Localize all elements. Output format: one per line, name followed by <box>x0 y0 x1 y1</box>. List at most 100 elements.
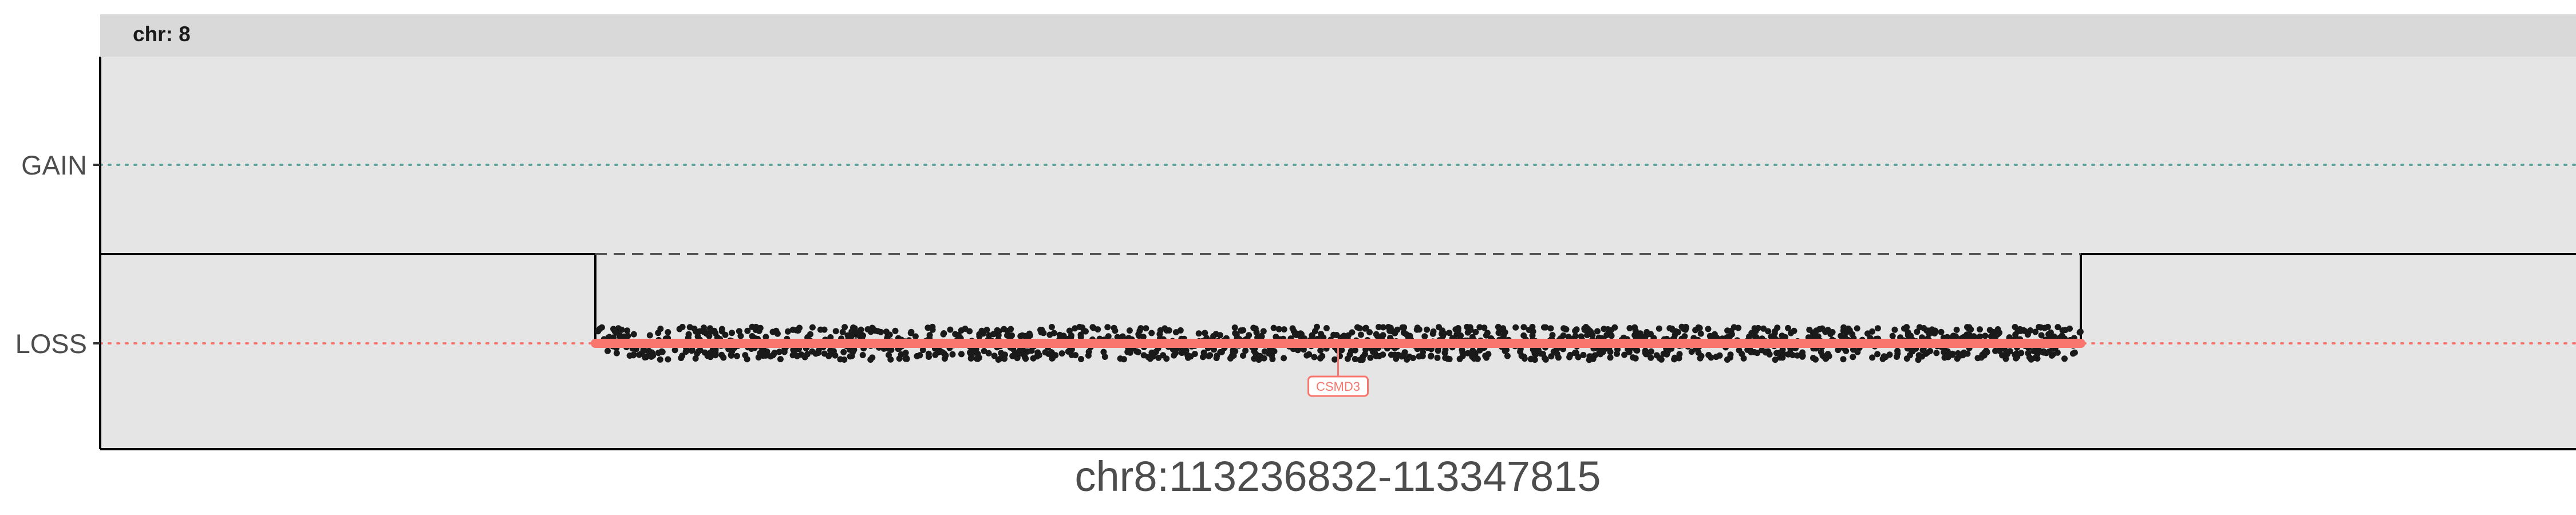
data-point <box>1028 347 1035 354</box>
data-point <box>817 326 824 333</box>
data-point <box>1261 348 1268 355</box>
data-point <box>1421 333 1428 340</box>
data-point <box>1206 353 1212 359</box>
data-point <box>648 353 654 360</box>
data-point <box>1409 355 1416 362</box>
data-point <box>1290 328 1297 335</box>
data-point <box>1344 355 1351 362</box>
data-point <box>1275 326 1282 332</box>
data-point <box>1360 354 1366 360</box>
data-point <box>1495 323 1502 330</box>
gene-annotation: CSMD3 <box>1307 343 1369 397</box>
data-point <box>1760 325 1767 332</box>
data-point <box>1812 356 1819 363</box>
data-point <box>1580 351 1587 358</box>
data-point <box>1746 334 1752 340</box>
data-point <box>2055 324 2061 331</box>
data-point <box>1484 330 1491 336</box>
data-point <box>1009 352 1016 359</box>
data-point <box>1216 332 1223 339</box>
data-point <box>1281 326 1287 333</box>
data-point <box>712 347 719 354</box>
data-point <box>1571 350 1578 356</box>
data-point <box>1095 326 1101 333</box>
data-point <box>1114 334 1121 340</box>
data-point <box>1964 324 1970 331</box>
data-point <box>1752 328 1759 335</box>
data-point <box>712 352 719 359</box>
data-point <box>1040 330 1047 336</box>
data-point <box>1446 330 1453 336</box>
data-point <box>679 323 686 330</box>
data-point <box>1163 355 1170 362</box>
data-point <box>1269 356 1276 362</box>
data-point <box>1520 332 1527 339</box>
data-point <box>733 352 740 359</box>
data-point <box>1785 324 1791 331</box>
data-point <box>1187 353 1194 360</box>
data-point <box>760 347 767 354</box>
data-point <box>1436 324 1442 331</box>
data-point <box>925 350 932 357</box>
data-point <box>1874 325 1881 332</box>
data-point <box>973 355 980 362</box>
data-point <box>1647 354 1654 361</box>
data-point <box>874 328 881 335</box>
data-point <box>1614 350 1620 357</box>
data-point <box>2012 324 2018 330</box>
data-point <box>2012 331 2019 338</box>
gene-label: CSMD3 <box>1316 379 1360 394</box>
data-point <box>1977 333 1984 340</box>
data-point <box>1311 354 1318 360</box>
data-point <box>1768 333 1775 340</box>
data-point <box>1218 348 1225 355</box>
data-point <box>1889 332 1896 339</box>
data-point <box>1919 353 1926 360</box>
data-point <box>1626 325 1633 331</box>
facet-strip <box>100 14 2576 57</box>
data-point <box>1504 352 1511 359</box>
data-point <box>1607 327 1614 334</box>
data-point <box>1567 351 1574 358</box>
data-point <box>1933 350 1940 356</box>
data-point <box>1512 324 1519 331</box>
data-point <box>1953 326 1960 333</box>
data-point <box>1754 350 1761 356</box>
data-point <box>1999 352 2006 359</box>
data-point <box>932 351 939 358</box>
data-point <box>682 348 689 355</box>
data-point <box>1766 351 1773 358</box>
data-point <box>1056 331 1063 338</box>
data-point <box>807 331 813 338</box>
data-point <box>809 324 816 331</box>
data-point <box>1312 328 1318 335</box>
data-point <box>1046 331 1053 338</box>
data-point <box>1147 355 1153 362</box>
data-point <box>958 327 965 334</box>
data-point <box>1401 330 1408 336</box>
data-point <box>1626 348 1633 355</box>
data-point <box>1941 354 1948 361</box>
data-point <box>1696 324 1703 331</box>
data-point <box>697 347 704 354</box>
data-point <box>1469 347 1476 354</box>
data-point <box>1357 331 1364 338</box>
data-point <box>658 348 665 355</box>
data-point <box>1874 351 1881 358</box>
data-point <box>742 352 749 359</box>
data-point <box>958 351 965 358</box>
data-point <box>1178 350 1185 356</box>
data-point <box>789 326 796 333</box>
data-point <box>801 354 808 360</box>
data-point <box>665 356 671 363</box>
data-point <box>997 355 1004 362</box>
data-point <box>1476 324 1483 331</box>
data-point <box>1009 332 1015 339</box>
data-point <box>1495 330 1502 336</box>
data-point <box>1165 327 1172 334</box>
data-point <box>892 327 899 334</box>
data-point <box>1500 325 1507 332</box>
data-point <box>1126 327 1133 334</box>
data-point <box>1676 351 1683 358</box>
data-point <box>688 347 695 354</box>
